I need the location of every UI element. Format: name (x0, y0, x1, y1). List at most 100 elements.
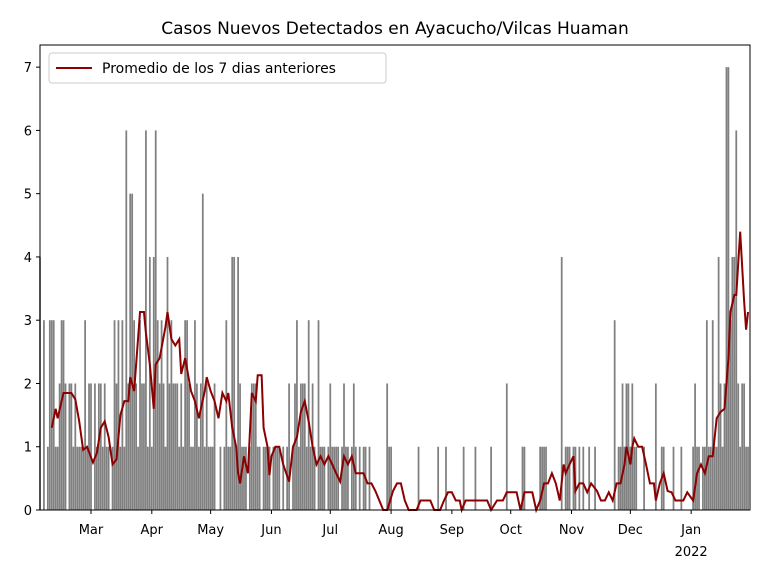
bar (50, 320, 53, 510)
y-tick-label: 4 (24, 251, 32, 266)
bar (192, 446, 194, 510)
bar (296, 320, 298, 510)
bar (113, 320, 116, 510)
bar (70, 383, 73, 510)
bar (164, 446, 167, 510)
x-tick-label: Aug (378, 523, 403, 538)
bar (721, 446, 724, 510)
bar (329, 383, 332, 510)
bar (231, 256, 234, 510)
bar (578, 446, 581, 510)
x-tick-label: Dec (618, 523, 643, 538)
bar (188, 383, 190, 510)
bar (182, 446, 185, 510)
bar (613, 320, 616, 510)
bar (235, 446, 238, 510)
bar (139, 320, 141, 510)
bar (56, 446, 59, 510)
bar (715, 446, 718, 510)
bar (704, 446, 706, 510)
bar (58, 383, 61, 510)
bar (627, 383, 630, 510)
bar (735, 130, 738, 511)
bar (654, 383, 657, 510)
bar (148, 256, 151, 510)
bar (156, 320, 159, 510)
bar (168, 383, 171, 510)
bar (101, 446, 104, 510)
x-tick-label: Nov (559, 523, 585, 538)
bar (117, 320, 120, 510)
bar (747, 446, 749, 510)
bar (194, 320, 196, 510)
y-tick-label: 7 (24, 61, 32, 76)
bar (709, 446, 712, 510)
bar (223, 446, 226, 510)
bar (619, 446, 622, 510)
bar (119, 446, 122, 510)
bar (282, 446, 285, 510)
x-tick-label: May (197, 523, 224, 538)
legend-box (48, 52, 387, 84)
bar (225, 320, 228, 510)
bar (521, 446, 524, 510)
x-tick-label: Jan 2022 (675, 523, 708, 560)
bar (723, 383, 726, 510)
bar (190, 446, 192, 510)
bar (76, 446, 79, 510)
bar (141, 383, 143, 510)
bar (327, 446, 330, 510)
bar (307, 320, 310, 510)
bar (60, 320, 63, 510)
y-tick-label: 1 (24, 441, 32, 456)
chart-title: Casos Nuevos Detectados en Ayacucho/Vilc… (161, 19, 628, 39)
bar (299, 383, 302, 510)
bar (258, 446, 261, 510)
bar (523, 446, 526, 510)
bar (78, 446, 81, 510)
bar (572, 446, 575, 510)
bar (317, 320, 320, 510)
bar (672, 446, 675, 510)
bar (358, 446, 361, 510)
bar (474, 446, 477, 510)
bar (86, 446, 88, 510)
bar (186, 320, 188, 510)
x-tick-label: Mar (79, 523, 104, 538)
bar (711, 320, 714, 510)
bar (262, 446, 265, 510)
bar (743, 383, 745, 510)
bar (741, 383, 744, 510)
bar (107, 446, 110, 510)
bar (347, 446, 349, 510)
bar (719, 383, 722, 510)
bar (162, 383, 165, 510)
bar (145, 130, 147, 511)
bar (323, 446, 326, 510)
bar (350, 446, 353, 510)
bar (174, 383, 177, 510)
bar (245, 446, 247, 510)
bar (643, 446, 645, 510)
bar (707, 446, 710, 510)
bar (705, 320, 708, 510)
bar (115, 383, 118, 510)
bar (264, 446, 267, 510)
bar (298, 446, 300, 510)
bar (566, 446, 569, 510)
bar (178, 446, 181, 510)
bar (368, 446, 371, 510)
bar (445, 446, 447, 510)
bar (731, 256, 734, 510)
bar (237, 256, 239, 510)
bar (341, 446, 343, 510)
bar (294, 383, 296, 510)
bar (105, 446, 108, 510)
bar (309, 446, 312, 510)
bar (211, 446, 214, 510)
bar (143, 383, 145, 510)
bar (201, 193, 204, 510)
y-tick-label: 2 (24, 377, 32, 392)
bar (713, 446, 716, 510)
